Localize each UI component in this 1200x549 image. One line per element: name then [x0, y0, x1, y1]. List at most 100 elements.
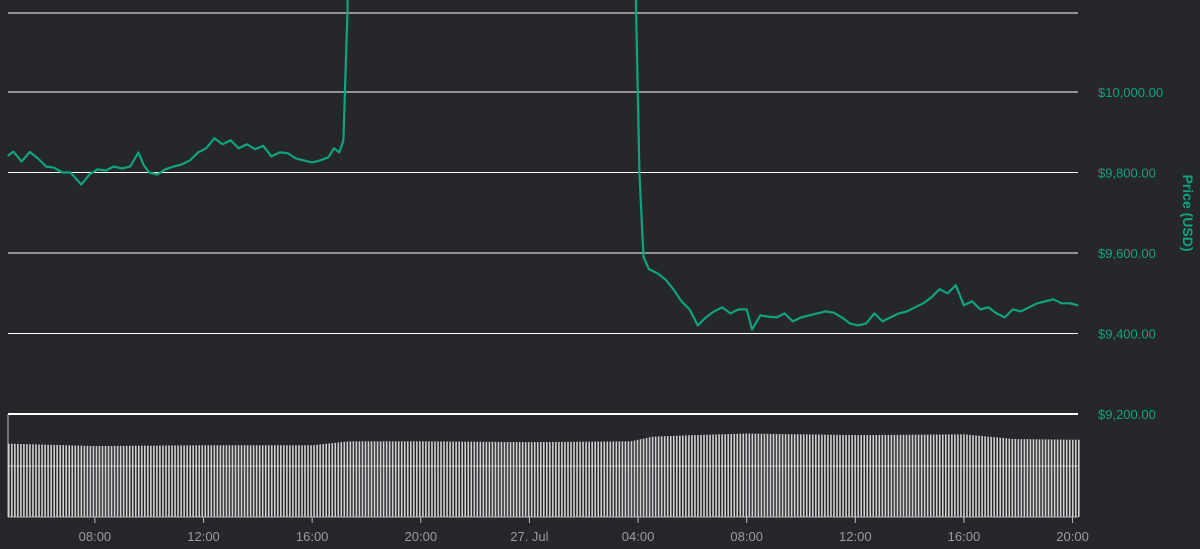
volume-bar	[1017, 439, 1020, 517]
volume-bar	[627, 441, 630, 517]
price-point	[995, 312, 998, 314]
volume-bar	[1078, 439, 1080, 517]
price-point	[295, 157, 297, 159]
volume-bar	[258, 445, 261, 517]
volume-bar	[561, 441, 563, 517]
price-point	[12, 151, 14, 153]
volume-bar	[938, 434, 941, 517]
volume-bar	[246, 445, 249, 517]
volume-bar	[975, 435, 977, 517]
volume-bar	[122, 445, 125, 517]
volume-bar	[672, 435, 675, 517]
price-point	[881, 320, 884, 322]
volume-bar	[419, 441, 421, 517]
volume-bar	[603, 441, 606, 517]
price-point	[213, 137, 215, 139]
price-point	[729, 312, 732, 314]
volume-bar	[195, 445, 198, 517]
y-tick-label: $9,400.00	[1098, 327, 1156, 342]
volume-bar	[521, 442, 524, 517]
volume-bar	[715, 434, 717, 517]
volume-bar	[984, 436, 986, 517]
volume-bar	[150, 445, 152, 517]
volume-bar	[863, 435, 865, 517]
volume-bar	[385, 441, 388, 517]
volume-bar	[657, 436, 660, 517]
volume-bar	[32, 444, 34, 517]
volume-bar	[999, 437, 1002, 517]
volume-bar	[769, 433, 772, 517]
volume-bar	[533, 442, 536, 517]
volume-bar	[370, 441, 373, 517]
volume-bar	[1056, 439, 1059, 517]
x-tick-label: 20:00	[1056, 529, 1089, 544]
price-point	[1053, 298, 1055, 300]
volume-bar	[612, 441, 615, 517]
volume-bar	[1050, 439, 1053, 517]
volume-bar	[582, 441, 584, 517]
volume-bar	[1068, 439, 1071, 517]
volume-bar	[1065, 439, 1068, 517]
volume-bar	[536, 442, 539, 517]
price-point	[947, 292, 949, 294]
volume-bar	[113, 445, 116, 517]
volume-bar	[917, 434, 920, 517]
volume-bar	[691, 435, 693, 517]
price-point	[45, 165, 47, 168]
volume-bar	[168, 445, 170, 517]
volume-bar	[709, 434, 711, 517]
volume-bar	[180, 445, 182, 517]
volume-bar	[993, 437, 995, 517]
volume-bar	[648, 437, 651, 517]
price-point	[1036, 302, 1038, 304]
volume-bar	[630, 441, 633, 517]
volume-bar	[881, 434, 884, 517]
volume-bar	[793, 434, 796, 517]
volume-bar	[591, 441, 593, 517]
volume-bar	[95, 446, 98, 517]
volume-bar	[361, 441, 364, 517]
price-point	[53, 167, 55, 169]
volume-bar	[539, 442, 542, 517]
volume-bar	[805, 434, 808, 517]
volume-bar	[343, 441, 346, 517]
price-point	[890, 316, 892, 318]
price-point	[800, 316, 802, 318]
volume-bar	[1062, 439, 1065, 517]
x-tick-label: 20:00	[405, 529, 438, 544]
volume-bar	[416, 441, 418, 517]
volume-bar	[1053, 439, 1056, 517]
volume-bar	[585, 441, 587, 517]
price-point	[808, 314, 810, 316]
volume-bar	[978, 435, 980, 517]
volume-bar	[8, 443, 10, 517]
volume-bar	[201, 445, 204, 517]
price-point	[971, 300, 973, 302]
volume-bar	[119, 445, 122, 517]
volume-bar	[884, 434, 887, 517]
volume-bar	[476, 441, 479, 517]
volume-bar	[515, 442, 518, 517]
volume-bar	[494, 441, 497, 517]
volume-bar	[41, 444, 43, 517]
volume-bar	[479, 441, 482, 517]
volume-bar	[376, 441, 379, 517]
volume-bar	[697, 434, 699, 517]
volume-bar	[588, 441, 590, 517]
volume-bar	[733, 433, 736, 517]
volume-bar	[1074, 439, 1077, 517]
x-tick-label: 12:00	[187, 529, 220, 544]
volume-bar	[310, 445, 312, 517]
volume-bar	[549, 441, 551, 517]
volume-bar	[694, 435, 696, 517]
volume-bar	[839, 434, 841, 517]
volume-bar	[878, 434, 881, 517]
volume-bar	[304, 445, 306, 517]
volume-bar	[286, 445, 288, 517]
volume-bar	[394, 441, 397, 517]
volume-bar	[134, 445, 137, 517]
price-point	[105, 169, 107, 172]
volume-bar	[62, 445, 65, 517]
price-point	[287, 152, 289, 154]
